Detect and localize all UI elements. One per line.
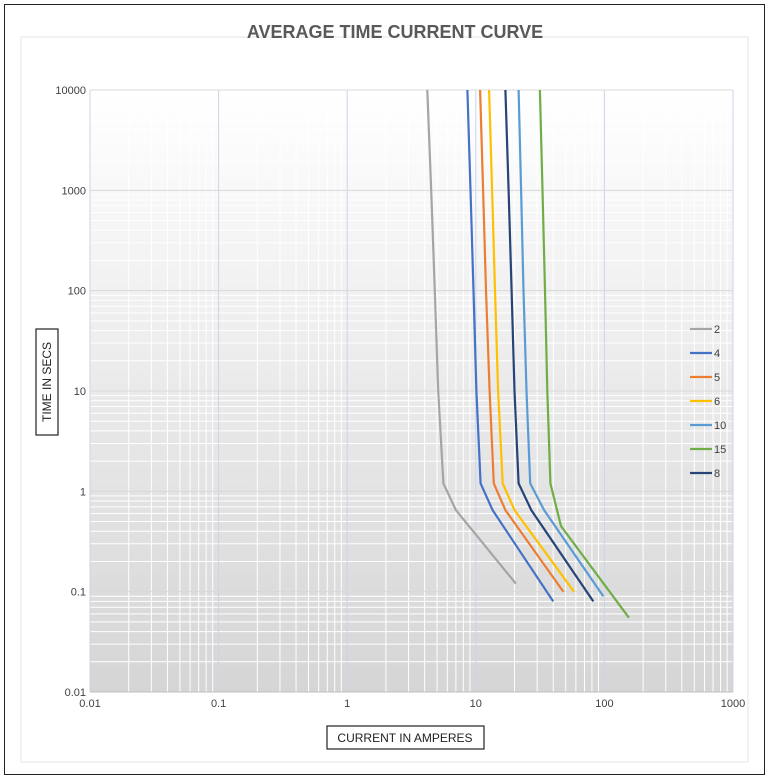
y-tick-label: 10000 [55, 85, 86, 97]
series-line-10 [517, 89, 605, 597]
y-tick-label: 1000 [62, 185, 86, 197]
x-tick-label: 0.1 [211, 698, 226, 710]
y-tick-label: 10 [74, 386, 86, 398]
x-axis-ticks: 0.01 0.1 1 10 100 1000 [79, 698, 745, 710]
y-axis-title-box [35, 328, 59, 436]
x-axis-title-box [326, 725, 485, 750]
y-tick-label: 0.01 [65, 687, 86, 699]
legend-label: 6 [714, 396, 720, 408]
series-line-5 [479, 89, 565, 593]
series-line-4 [466, 89, 555, 603]
x-tick-label: 1 [344, 698, 350, 710]
legend: 2 4 5 6 10 15 8 [690, 324, 726, 480]
chart-title: AVERAGE TIME CURRENT CURVE [247, 22, 543, 42]
y-axis-title: TIME IN SECS [40, 342, 54, 422]
legend-label: 2 [714, 324, 720, 336]
chart: AVERAGE TIME CURRENT CURVE 0.01 0.1 1 10 100… [20, 22, 749, 763]
x-tick-label: 1000 [721, 698, 745, 710]
y-axis-ticks: 0.01 0.1 1 10 100 1000 10000 [55, 85, 86, 699]
major-gridlines [89, 89, 734, 693]
series-layer [426, 89, 630, 619]
y-tick-label: 1 [80, 486, 86, 498]
legend-label: 15 [714, 444, 726, 456]
x-tick-label: 0.01 [79, 698, 100, 710]
legend-label: 10 [714, 420, 726, 432]
x-tick-label: 10 [470, 698, 482, 710]
legend-label: 5 [714, 372, 720, 384]
legend-label: 4 [714, 348, 720, 360]
series-line-15 [538, 89, 630, 619]
x-tick-label: 100 [595, 698, 613, 710]
legend-label: 8 [714, 468, 720, 480]
series-line-2 [426, 89, 517, 585]
series-line-6 [488, 89, 575, 593]
series-line-8 [504, 89, 595, 603]
x-axis-title: CURRENT IN AMPERES [337, 731, 472, 745]
chart-frame: AVERAGE TIME CURRENT CURVE 0.01 0.1 1 10 100… [4, 4, 765, 775]
y-tick-label: 0.1 [71, 587, 86, 599]
y-tick-label: 100 [68, 286, 86, 298]
